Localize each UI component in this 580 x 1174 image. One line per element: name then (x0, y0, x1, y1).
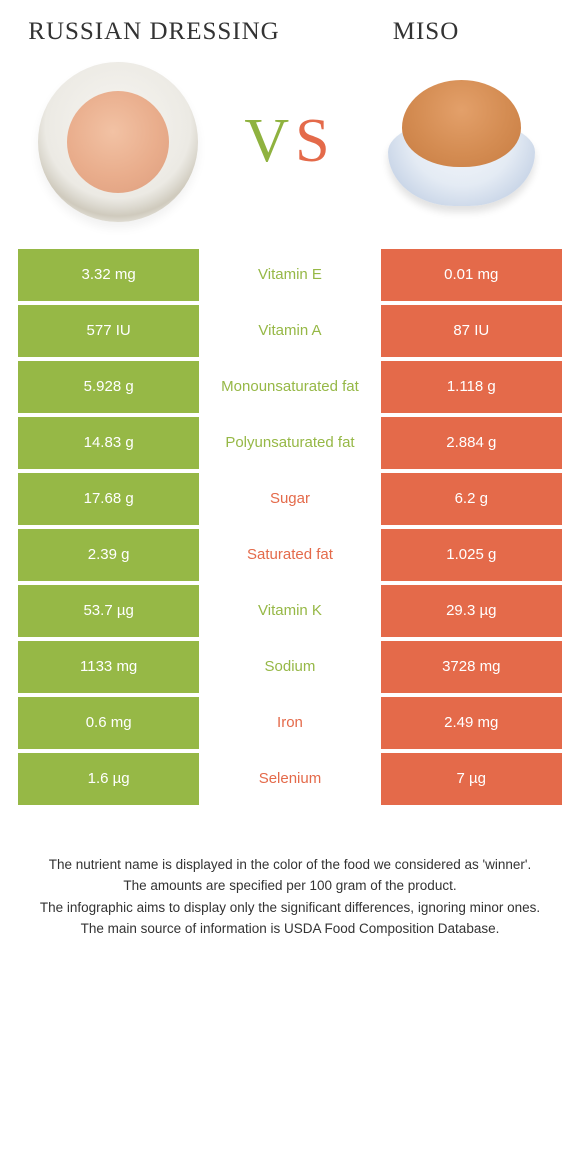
nutrient-table: 3.32 mgVitamin E0.01 mg577 IUVitamin A87… (18, 249, 562, 805)
nutrient-name: Saturated fat (199, 529, 380, 581)
value-right: 29.3 µg (381, 585, 562, 637)
value-right: 1.025 g (381, 529, 562, 581)
nutrient-row: 2.39 gSaturated fat1.025 g (18, 529, 562, 581)
food-title-right: Miso (290, 18, 562, 47)
value-left: 2.39 g (18, 529, 199, 581)
value-left: 3.32 mg (18, 249, 199, 301)
nutrient-name: Sodium (199, 641, 380, 693)
nutrient-row: 1.6 µgSelenium7 µg (18, 753, 562, 805)
nutrient-name: Sugar (199, 473, 380, 525)
value-right: 7 µg (381, 753, 562, 805)
russian-dressing-icon (38, 62, 198, 222)
value-left: 5.928 g (18, 361, 199, 413)
nutrient-row: 1133 mgSodium3728 mg (18, 641, 562, 693)
nutrient-row: 577 IUVitamin A87 IU (18, 305, 562, 357)
nutrient-row: 53.7 µgVitamin K29.3 µg (18, 585, 562, 637)
nutrient-name: Vitamin E (199, 249, 380, 301)
nutrient-name: Selenium (199, 753, 380, 805)
value-right: 2.49 mg (381, 697, 562, 749)
nutrient-row: 3.32 mgVitamin E0.01 mg (18, 249, 562, 301)
food-image-right (362, 57, 562, 227)
nutrient-name: Polyunsaturated fat (199, 417, 380, 469)
nutrient-name: Vitamin A (199, 305, 380, 357)
value-left: 17.68 g (18, 473, 199, 525)
titles-row: Russian dressing Miso (18, 18, 562, 47)
value-left: 1133 mg (18, 641, 199, 693)
footnote-line: The amounts are specified per 100 gram o… (26, 876, 554, 896)
value-left: 14.83 g (18, 417, 199, 469)
nutrient-row: 5.928 gMonounsaturated fat1.118 g (18, 361, 562, 413)
value-right: 6.2 g (381, 473, 562, 525)
value-left: 0.6 mg (18, 697, 199, 749)
footnotes: The nutrient name is displayed in the co… (18, 855, 562, 939)
footnote-line: The nutrient name is displayed in the co… (26, 855, 554, 875)
nutrient-row: 17.68 gSugar6.2 g (18, 473, 562, 525)
nutrient-name: Iron (199, 697, 380, 749)
value-left: 577 IU (18, 305, 199, 357)
nutrient-name: Vitamin K (199, 585, 380, 637)
food-image-left (18, 57, 218, 227)
value-left: 1.6 µg (18, 753, 199, 805)
value-left: 53.7 µg (18, 585, 199, 637)
infographic-container: Russian dressing Miso VS 3.32 mgVitamin … (0, 0, 580, 971)
value-right: 3728 mg (381, 641, 562, 693)
value-right: 0.01 mg (381, 249, 562, 301)
value-right: 2.884 g (381, 417, 562, 469)
value-right: 87 IU (381, 305, 562, 357)
nutrient-row: 0.6 mgIron2.49 mg (18, 697, 562, 749)
images-row: VS (18, 57, 562, 227)
miso-icon (374, 72, 549, 212)
food-title-left: Russian dressing (18, 18, 290, 47)
footnote-line: The main source of information is USDA F… (26, 919, 554, 939)
nutrient-name: Monounsaturated fat (199, 361, 380, 413)
value-right: 1.118 g (381, 361, 562, 413)
vs-label: VS (244, 106, 335, 177)
footnote-line: The infographic aims to display only the… (26, 898, 554, 918)
nutrient-row: 14.83 gPolyunsaturated fat2.884 g (18, 417, 562, 469)
